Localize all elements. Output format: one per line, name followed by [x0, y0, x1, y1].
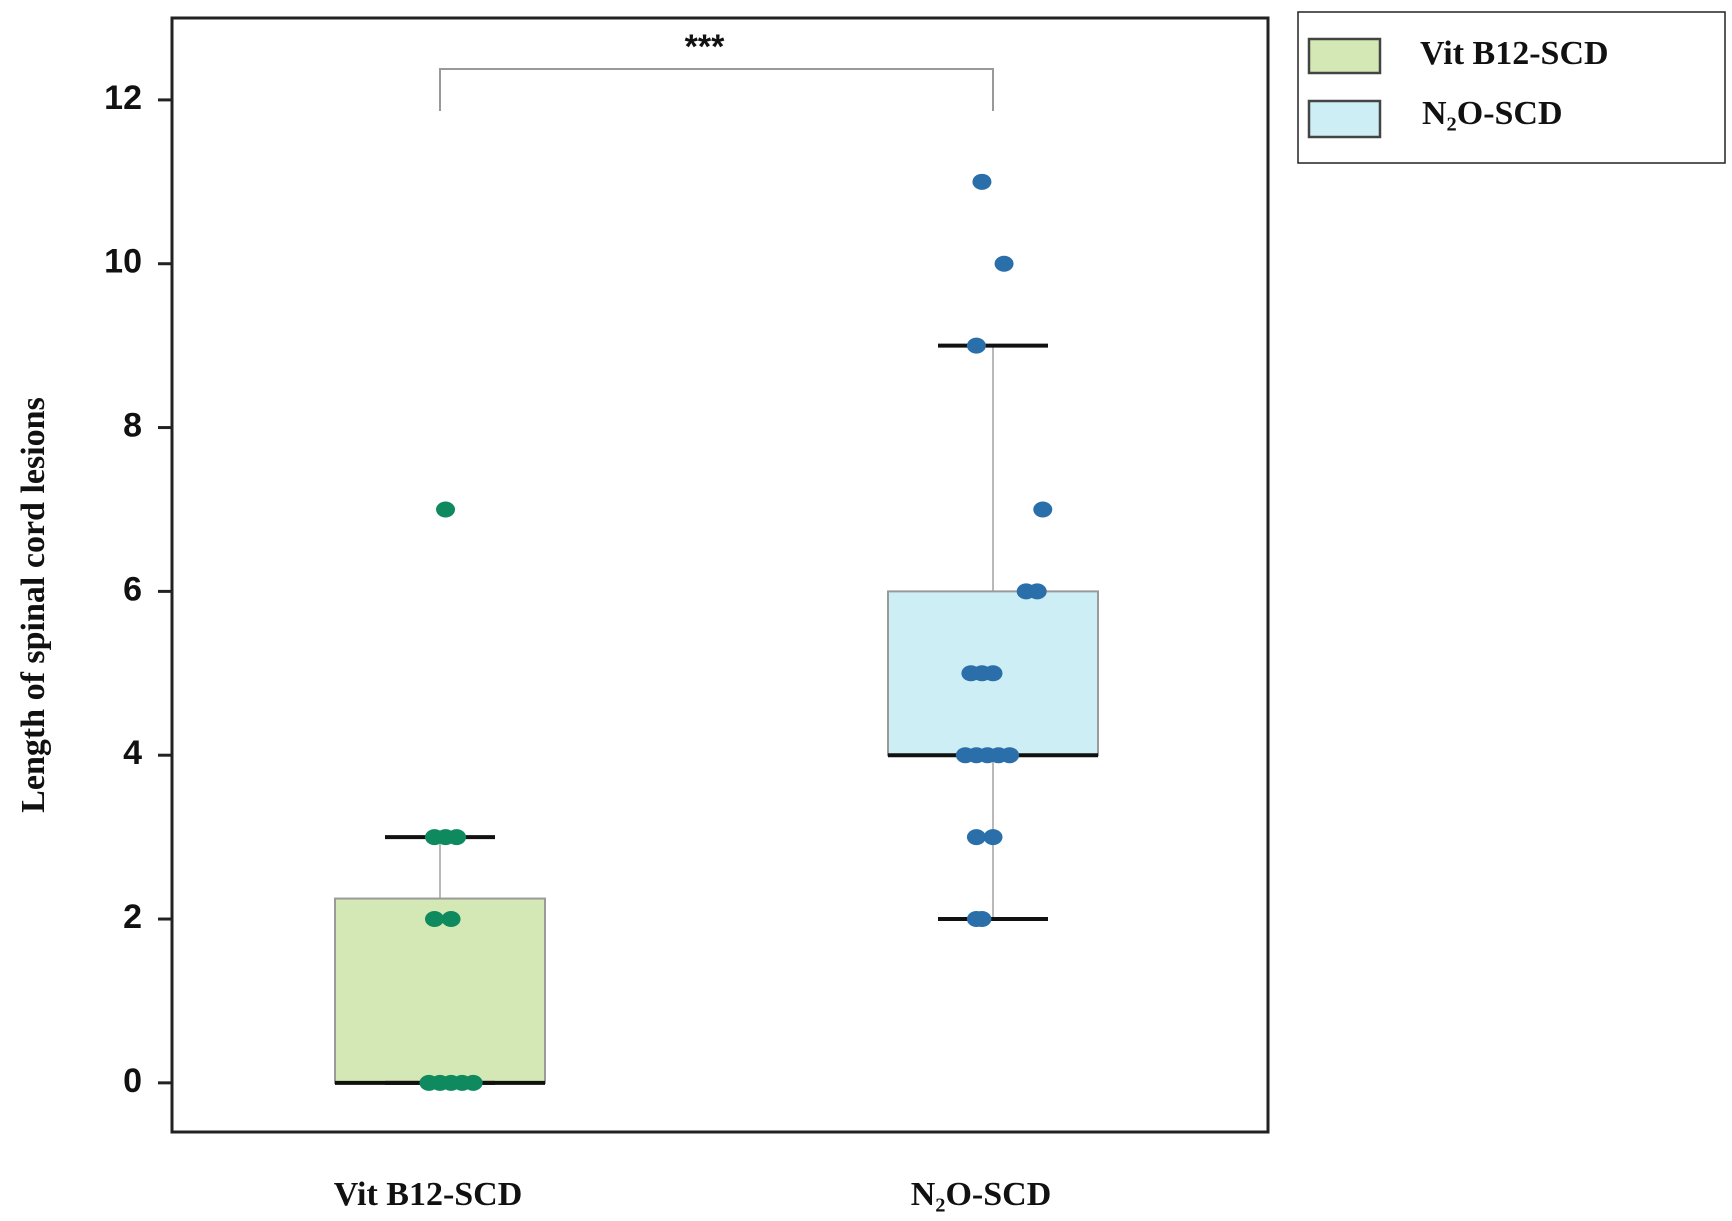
- legend: Vit B12-SCD N₂O-SCD: [1297, 11, 1726, 164]
- box-group: [334, 343, 1099, 1085]
- y-tick-label: 4: [123, 734, 142, 772]
- data-points: [419, 173, 1053, 1091]
- x-category-label: Vit B12-SCD: [334, 1176, 523, 1213]
- y-tick-label: 6: [123, 570, 142, 608]
- data-point: [966, 337, 986, 354]
- legend-swatch-vit-b12: [1307, 37, 1382, 75]
- data-point: [436, 501, 456, 518]
- x-category-label: N₂O-SCD: [911, 1176, 1052, 1213]
- legend-label-n2o: N₂O-SCD: [1422, 95, 1563, 132]
- y-axis-title: Length of spinal cord lesions: [15, 397, 52, 813]
- box-iqr: [334, 897, 546, 1084]
- data-point: [994, 255, 1014, 272]
- y-tick-label: 10: [104, 243, 142, 281]
- data-point: [424, 911, 444, 928]
- data-point: [983, 665, 1003, 682]
- data-point: [463, 1074, 483, 1091]
- data-point: [972, 173, 992, 190]
- significance-bracket: ***: [439, 28, 994, 111]
- plot-frame: [170, 16, 1270, 1134]
- y-axis: 0 2 4 6 8 10 12: [104, 79, 172, 1100]
- significance-label: ***: [685, 28, 725, 66]
- data-point: [441, 911, 461, 928]
- data-point: [972, 911, 992, 928]
- x-axis-category-labels: Vit B12-SCD N₂O-SCD: [334, 1176, 1052, 1213]
- data-point: [983, 829, 1003, 846]
- data-point: [447, 829, 467, 846]
- legend-label-vit-b12: Vit B12-SCD: [1420, 35, 1609, 72]
- y-tick-label: 12: [104, 79, 142, 117]
- data-point: [1000, 747, 1020, 764]
- data-point: [1027, 583, 1047, 600]
- y-tick-label: 2: [123, 898, 142, 936]
- legend-swatch-n2o: [1307, 99, 1382, 139]
- data-point: [1033, 501, 1053, 518]
- significance-bracket-line: [439, 68, 994, 111]
- y-tick-label: 8: [123, 407, 142, 445]
- y-tick-label: 0: [123, 1062, 142, 1100]
- data-point: [966, 829, 986, 846]
